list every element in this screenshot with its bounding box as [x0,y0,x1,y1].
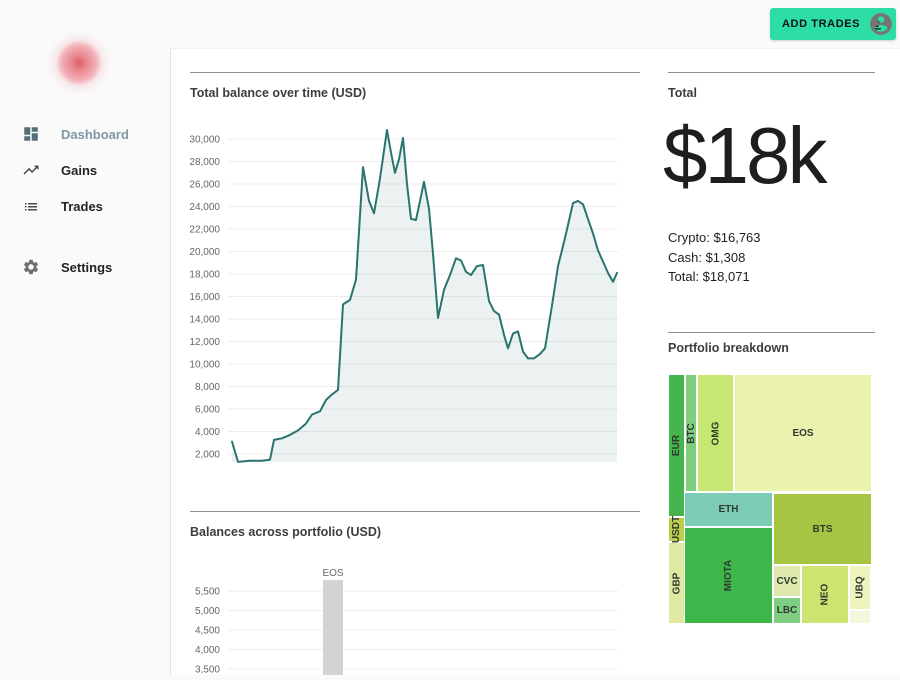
svg-text:14,000: 14,000 [190,315,220,326]
svg-text:5,000: 5,000 [195,606,220,617]
treemap-cell-label: LBC [776,605,798,616]
treemap-cell-usdt[interactable]: USDT [669,515,684,544]
treemap-cell-eth[interactable]: ETH [685,493,772,526]
svg-text:24,000: 24,000 [190,202,220,213]
sidebar-item-dashboard[interactable]: Dashboard [0,116,170,152]
total-line: Total: $18,071 [668,269,750,284]
balance-chart-title: Total balance over time (USD) [190,86,367,100]
total-breakdown-lines: Crypto: $16,763 Cash: $1,308 Total: $18,07… [668,228,761,287]
total-section-title: Total [668,86,697,100]
portfolio-treemap: EUR BTC OMG EOS ETH USDT GBP MIOTA BTS CVC LBC NEO U… [668,374,872,624]
treemap-cell-label: EOS [792,427,814,439]
treemap-cell-miota[interactable]: MIOTA [685,528,772,623]
portfolio-section-title: Portfolio breakdown [668,341,789,355]
treemap-cell-label: ETH [718,504,739,515]
svg-text:30,000: 30,000 [190,135,220,146]
balances-bar-chart: 5,500 5,000 4,500 4,000 3,500 EOS [190,540,630,676]
sidebar-nav: Dashboard Gains Trades Settings [0,116,170,285]
total-line: Crypto: $16,763 [668,230,761,245]
svg-text:10,000: 10,000 [190,360,220,371]
sidebar-item-gains[interactable]: Gains [0,152,170,188]
sidebar-item-settings[interactable]: Settings [0,249,170,285]
treemap-cell-label: UBQ [854,576,866,599]
treemap-cell-ubq[interactable]: UBQ [850,566,870,609]
treemap-cell-label: GBP [671,572,683,594]
red-dot-logo [57,41,101,85]
svg-text:26,000: 26,000 [190,180,220,191]
treemap-cell-cvc[interactable]: CVC [774,566,800,596]
svg-text:4,500: 4,500 [195,626,220,637]
account-circle-icon[interactable] [868,11,894,37]
treemap-cell-eos[interactable]: EOS [735,375,871,491]
svg-text:8,000: 8,000 [195,382,220,393]
add-trades-label: ADD TRADES [782,18,861,30]
treemap-cell-eur[interactable]: EUR [669,375,684,516]
sidebar-item-label: Settings [61,259,113,275]
trending-up-icon [22,161,40,179]
balances-chart-title: Balances across portfolio (USD) [190,525,382,539]
svg-text:5,500: 5,500 [195,587,220,598]
treemap-cell-label: BTS [812,523,833,535]
treemap-cell-label: USDT [671,515,683,544]
sidebar-item-label: Dashboard [61,126,129,142]
treemap-cell-label: CVC [776,575,798,587]
svg-text:16,000: 16,000 [190,292,220,303]
treemap-cell-neo[interactable]: NEO [802,566,848,623]
total-line: Cash: $1,308 [668,249,746,265]
svg-text:4,000: 4,000 [195,645,220,656]
treemap-cell-label: NEO [819,583,831,606]
divider [668,72,875,73]
total-display-value: $18k [663,111,827,200]
svg-text:6,000: 6,000 [195,405,220,416]
treemap-cell-unlabeled[interactable] [850,611,870,623]
list-icon [22,197,40,215]
svg-text:22,000: 22,000 [190,225,220,236]
treemap-cell-label: MIOTA [722,559,734,592]
dashboard-icon [22,125,40,143]
svg-text:18,000: 18,000 [190,270,220,281]
sidebar-item-label: Trades [61,198,103,214]
sidebar: Dashboard Gains Trades Settings [0,0,170,675]
divider [190,72,640,73]
treemap-cell-label: OMG [709,421,721,445]
gear-icon [22,258,40,276]
balance-over-time-chart: 2,000 4,000 6,000 8,000 10,000 12,000 14,000 16… [189,120,630,466]
svg-text:3,500: 3,500 [195,665,220,676]
treemap-cell-lbc[interactable]: LBC [774,598,800,623]
treemap-cell-label: EUR [671,434,682,457]
svg-text:4,000: 4,000 [195,427,220,438]
svg-text:EOS: EOS [322,568,343,579]
treemap-cell-label: BTC [685,422,697,444]
treemap-cell-bts[interactable]: BTS [774,494,871,564]
sidebar-item-trades[interactable]: Trades [0,188,170,224]
treemap-cell-btc[interactable]: BTC [685,375,697,491]
svg-text:28,000: 28,000 [190,157,220,168]
treemap-cell-gbp[interactable]: GBP [669,543,684,623]
divider [668,332,875,333]
svg-text:2,000: 2,000 [195,450,220,461]
sidebar-item-label: Gains [61,162,98,178]
svg-text:12,000: 12,000 [190,337,220,348]
treemap-cell-omg[interactable]: OMG [698,375,733,491]
divider [190,511,640,512]
svg-text:20,000: 20,000 [190,247,220,258]
